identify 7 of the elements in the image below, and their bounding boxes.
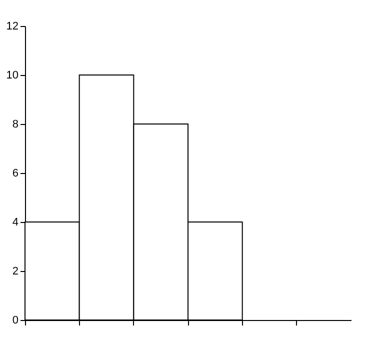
y-tick-label: 6 [12,168,18,180]
y-tick-label: 10 [6,70,18,82]
y-tick-label: 0 [12,314,18,326]
y-tick-label: 4 [12,216,18,228]
y-tick-label: 2 [12,266,18,278]
y-tick-label: 8 [12,118,18,130]
y-tick-label: 12 [6,20,18,32]
